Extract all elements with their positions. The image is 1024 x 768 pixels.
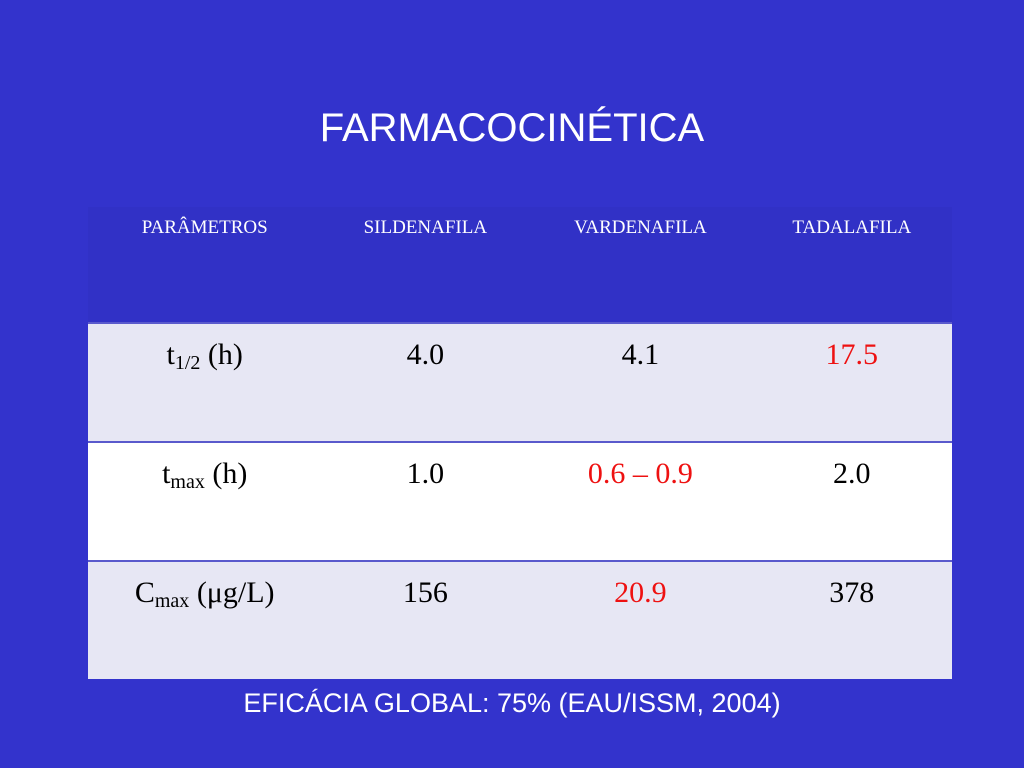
parameter-subscript: 1/2 [174, 352, 201, 374]
parameter-unit: (μg/L) [196, 576, 275, 609]
parameter-cell: tmax (h) [88, 441, 322, 561]
value-cell: 378 [751, 560, 952, 679]
value-cell: 0.6 – 0.9 [529, 441, 752, 561]
table-row: Cmax (μg/L) 156 20.9 378 [88, 560, 952, 679]
column-header: SILDENAFILA [321, 207, 530, 323]
pharmacokinetics-table: PARÂMETROS SILDENAFILA VARDENAFILA TADALAFI… [88, 207, 952, 679]
parameter-subscript: max [154, 590, 190, 612]
value-cell: 1.0 [321, 441, 530, 561]
value-cell: 4.1 [529, 322, 752, 442]
column-header: PARÂMETROS [88, 207, 322, 323]
parameter-unit: (h) [207, 338, 243, 371]
value-cell: 2.0 [751, 441, 952, 561]
parameter-symbol: t [162, 457, 171, 490]
column-header: VARDENAFILA [529, 207, 752, 323]
header-row: PARÂMETROS SILDENAFILA VARDENAFILA TADALAFI… [88, 207, 952, 323]
table-row: tmax (h) 1.0 0.6 – 0.9 2.0 [88, 441, 952, 561]
footer-note: EFICÁCIA GLOBAL: 75% (EAU/ISSM, 2004) [243, 688, 781, 718]
value-cell: 156 [321, 560, 530, 679]
slide-title: FARMACOCINÉTICA [319, 106, 705, 150]
parameter-cell: Cmax (μg/L) [88, 560, 322, 679]
column-header: TADALAFILA [751, 207, 952, 323]
value-cell: 17.5 [751, 322, 952, 442]
parameter-unit: (h) [212, 457, 248, 490]
parameter-cell: t1/2 (h) [88, 322, 322, 442]
table-body: t1/2 (h) 4.0 4.1 17.5 tmax (h) 1.0 0.6 – 0.9 2.… [88, 322, 952, 679]
value-cell: 4.0 [321, 322, 530, 442]
table-row: t1/2 (h) 4.0 4.1 17.5 [88, 322, 952, 442]
parameter-symbol: C [134, 576, 155, 609]
value-cell: 20.9 [529, 560, 752, 679]
parameter-symbol: t [166, 338, 175, 371]
parameter-subscript: max [170, 471, 205, 493]
